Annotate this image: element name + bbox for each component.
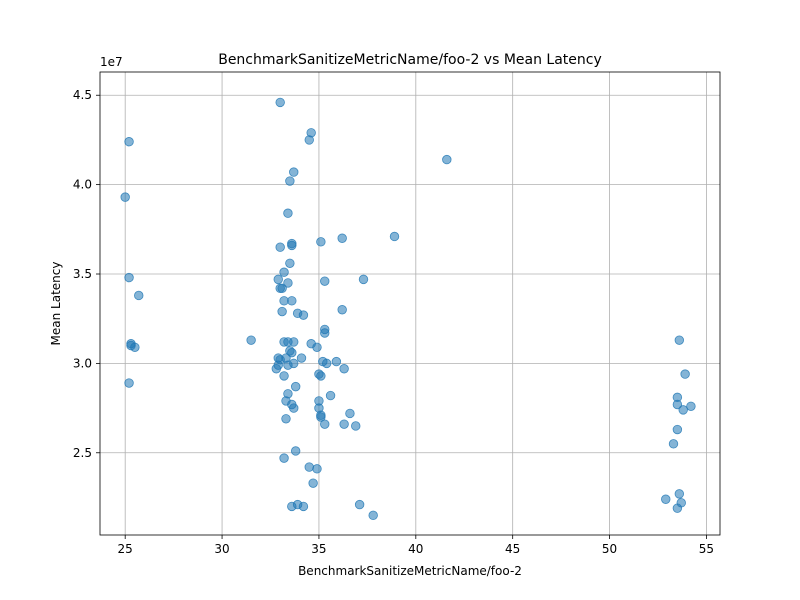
scatter-point: [316, 237, 326, 247]
scatter-point: [287, 347, 297, 358]
scatter-point: [283, 278, 293, 288]
scatter-point: [674, 335, 685, 345]
scatter-point: [368, 510, 378, 521]
scatter-point: [678, 405, 688, 415]
scatter-point: [680, 369, 690, 379]
scatter-point: [246, 335, 256, 345]
y-axis-offset-label: 1e7: [100, 55, 123, 69]
scatter-point: [674, 489, 685, 499]
scatter-point: [298, 501, 309, 512]
x-tick-label: 55: [699, 542, 714, 556]
x-tick-label: 30: [214, 542, 229, 556]
scatter-point: [337, 305, 347, 315]
scatter-point: [271, 364, 282, 374]
scatter-point: [331, 356, 342, 367]
scatter-point: [668, 439, 679, 449]
scatter-point: [275, 97, 285, 108]
y-tick-label: 2.5: [73, 446, 92, 460]
plot-area: [100, 72, 720, 535]
scatter-point: [281, 414, 291, 424]
scatter-point: [290, 446, 301, 456]
scatter-point: [312, 342, 322, 352]
scatter-point: [320, 324, 330, 335]
scatter-point: [661, 494, 671, 504]
scatter-point: [289, 403, 299, 413]
scatter-point: [283, 208, 293, 218]
scatter-point: [320, 276, 330, 286]
scatter-point: [279, 296, 289, 306]
y-axis-ticks: 2.5 3.0 3.5 4.0 4.5: [73, 88, 100, 460]
x-tick-label: 35: [311, 542, 326, 556]
scatter-point: [389, 231, 400, 242]
scatter-point: [672, 503, 683, 513]
scatter-point: [287, 296, 297, 306]
scatter-point: [320, 419, 330, 429]
scatter-point: [325, 390, 336, 401]
scatter-point: [289, 337, 299, 347]
y-tick-label: 4.5: [73, 88, 92, 102]
scatter-point: [354, 499, 365, 510]
scatter-point: [124, 137, 134, 147]
scatter-point: [308, 478, 318, 488]
y-tick-label: 4.0: [73, 178, 92, 192]
scatter-point: [442, 154, 452, 165]
chart-title: BenchmarkSanitizeMetricName/foo-2 vs Mea…: [218, 52, 602, 68]
scatter-point: [304, 135, 314, 145]
scatter-point: [339, 419, 349, 429]
scatter-point: [296, 353, 307, 363]
scatter-point: [134, 290, 144, 301]
y-tick-label: 3.0: [73, 356, 92, 370]
scatter-point: [279, 453, 289, 463]
scatter-point: [285, 176, 295, 186]
scatter-point: [290, 381, 301, 392]
scatter-point: [277, 283, 287, 294]
plot-frame: [99, 71, 721, 536]
scatter-point: [298, 310, 309, 320]
scatter-point: [285, 258, 295, 268]
x-axis-ticks: 25 30 35 40 45 50 55: [118, 535, 714, 556]
scatter-point: [337, 233, 347, 243]
scatter-point: [130, 342, 140, 352]
scatter-point: [283, 360, 293, 370]
x-tick-label: 45: [505, 542, 520, 556]
y-axis-label: Mean Latency: [49, 262, 63, 346]
x-tick-label: 25: [118, 542, 133, 556]
scatter-point: [124, 378, 134, 388]
scatter-point: [289, 167, 299, 177]
x-tick-label: 40: [408, 542, 423, 556]
scatter-point: [312, 464, 322, 474]
scatter-point: [316, 412, 326, 422]
scatter-point: [321, 358, 332, 369]
scatter-point: [120, 192, 130, 202]
scatter-point: [279, 371, 289, 381]
scatter-point: [686, 401, 696, 411]
scatter-point: [351, 421, 361, 431]
scatter-point: [316, 371, 326, 381]
scatter-point: [287, 240, 297, 251]
x-tick-label: 50: [602, 542, 617, 556]
scatter-point: [277, 306, 287, 317]
scatter-point: [279, 267, 289, 277]
scatter-point: [124, 272, 134, 283]
x-axis-label: BenchmarkSanitizeMetricName/foo-2: [298, 564, 522, 578]
y-tick-label: 3.5: [73, 267, 92, 281]
scatter-point: [672, 424, 683, 435]
scatter-point: [273, 274, 283, 285]
scatter-point: [339, 364, 349, 374]
scatter-point: [672, 399, 683, 410]
scatter-point: [275, 242, 285, 252]
data-points: [120, 97, 696, 521]
scatter-point: [304, 462, 314, 472]
grid: [100, 72, 720, 535]
scatter-point: [358, 274, 369, 285]
scatter-point: [345, 408, 355, 419]
